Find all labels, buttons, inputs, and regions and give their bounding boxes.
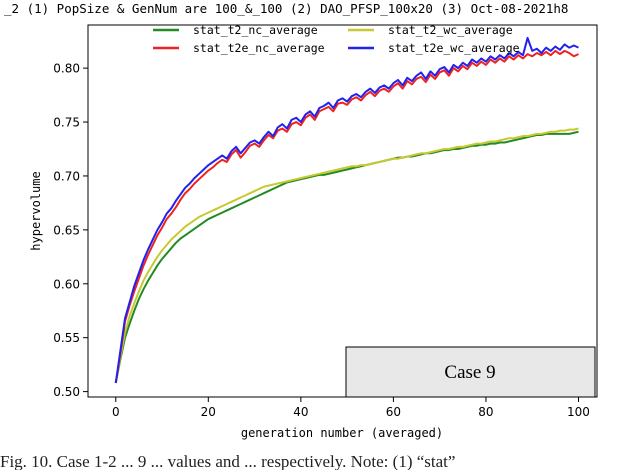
case-label: Case 9 [444, 362, 495, 383]
x-axis-label: generation number (averaged) [241, 426, 443, 440]
y-tick-label: 0.70 [53, 169, 80, 183]
figure-caption: Fig. 10. Case 1-2 ... 9 ... values and .… [0, 452, 455, 470]
y-tick-label: 0.60 [53, 277, 80, 291]
series-layer [114, 36, 579, 384]
x-tick-label: 40 [293, 405, 308, 419]
y-axis-label: hypervolume [29, 171, 43, 250]
legend-label: stat_t2e_wc_average [388, 41, 520, 55]
chart-legend: stat_t2_nc_average stat_t2_wc_averagestat… [153, 23, 520, 55]
series-line-stat-t2e-nc-average [114, 49, 579, 384]
x-tick-label: 0 [112, 405, 120, 419]
legend-label: stat_t2_nc_average [193, 23, 318, 37]
legend-label: stat_t2e_nc_average [193, 41, 325, 55]
x-tick-label: 100 [567, 405, 590, 419]
plot-frame [87, 24, 598, 398]
figure-header: _2 (1) PopSize & GenNum are 100_&_100 (2… [4, 1, 568, 16]
x-axis-ticks: 0 20 40 60 80 100 [112, 397, 590, 419]
x-tick-label: 20 [201, 405, 216, 419]
legend-label: stat_t2_wc_average [388, 23, 513, 37]
x-tick-label: 60 [386, 405, 401, 419]
case-label-box [345, 346, 596, 398]
series-line-stat-t2e-wc-average [114, 36, 579, 384]
y-tick-label: 0.55 [53, 331, 80, 345]
y-tick-label: 0.80 [53, 62, 80, 76]
y-tick-label: 0.50 [53, 385, 80, 399]
y-tick-label: 0.75 [53, 116, 80, 130]
series-line-stat-t2-wc-average [114, 127, 579, 384]
y-axis-ticks: 0.50 0.55 0.60 0.65 0.70 0.75 0.80 [53, 62, 88, 399]
series-line-stat-t2-nc-average [114, 130, 579, 384]
x-tick-label: 80 [478, 405, 493, 419]
y-tick-label: 0.65 [53, 223, 80, 237]
